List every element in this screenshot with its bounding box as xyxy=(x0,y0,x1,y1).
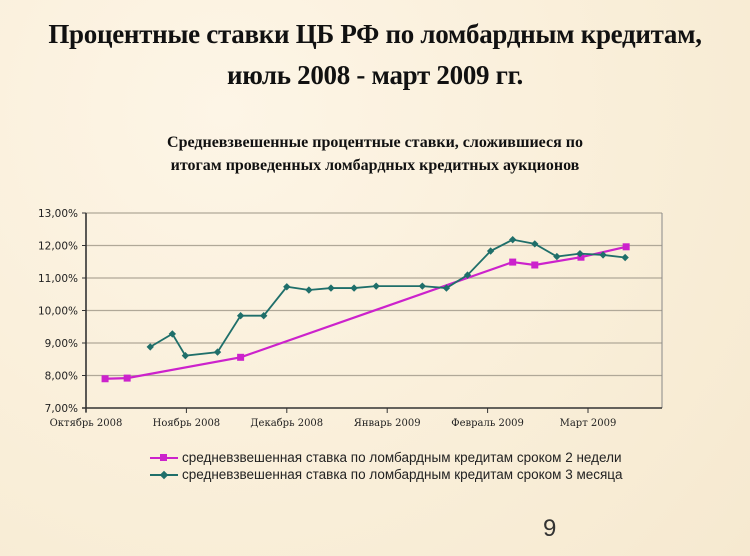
chart-title-line1: Средневзвешенные процентные ставки, слож… xyxy=(167,134,583,151)
data-point-diamond xyxy=(442,284,451,292)
y-tick-label: 7,00% xyxy=(45,403,78,415)
data-point-square xyxy=(101,375,109,383)
x-tick-label: Январь 2009 xyxy=(354,418,421,429)
legend-label-2-weeks: средневзвешенная ставка по ломбардным кр… xyxy=(182,450,622,465)
magenta-square-line-icon xyxy=(150,453,178,463)
legend-item-3-months: средневзвешенная ставка по ломбардным кр… xyxy=(150,466,623,483)
data-point-diamond xyxy=(372,282,380,290)
data-point-diamond xyxy=(531,240,539,248)
data-point-square xyxy=(509,258,517,266)
data-point-diamond xyxy=(283,283,291,291)
data-point-diamond xyxy=(621,253,629,262)
data-point-diamond xyxy=(463,271,472,279)
slide-title-line1: Процентные ставки ЦБ РФ по ломбардным кр… xyxy=(48,19,702,49)
x-axis-tick-labels: Октябрь 2008 Ноябрь 2008 Декабрь 2008 Январ… xyxy=(50,418,617,429)
chart-title: Средневзвешенные процентные ставки, слож… xyxy=(0,131,750,177)
x-tick-label: Декабрь 2008 xyxy=(250,418,323,429)
data-point-square xyxy=(577,253,585,261)
teal-diamond-line-icon xyxy=(150,470,178,480)
y-tick-label: 12,00% xyxy=(38,241,78,253)
y-tick-label: 10,00% xyxy=(38,306,78,318)
data-point-diamond xyxy=(146,343,154,351)
data-point-square xyxy=(531,261,539,269)
chart-series xyxy=(101,235,630,383)
chart-legend: средневзвешенная ставка по ломбардным кр… xyxy=(150,449,623,483)
slide-title-line2: июль 2008 - март 2009 гг. xyxy=(226,60,524,90)
data-point-diamond xyxy=(553,252,561,261)
data-point-square xyxy=(622,243,630,251)
data-point-diamond xyxy=(418,282,427,290)
x-tick-label: Октябрь 2008 xyxy=(50,418,123,429)
x-tick-label: Март 2009 xyxy=(560,418,617,429)
y-axis-tick-labels: 7,00% 8,00% 9,00% 10,00% 11,00% 12,00% 13,00% xyxy=(38,208,78,415)
data-point-square xyxy=(237,353,245,361)
data-point-diamond xyxy=(305,286,313,294)
data-point-diamond xyxy=(599,251,607,259)
data-point-diamond xyxy=(213,348,222,356)
series-line-2-weeks xyxy=(105,245,627,380)
data-point-diamond xyxy=(509,235,517,244)
data-point-diamond xyxy=(236,312,245,320)
data-point-diamond xyxy=(168,330,177,338)
data-point-diamond xyxy=(350,284,358,292)
x-tick-label: Ноябрь 2008 xyxy=(153,418,221,429)
page-number: 9 xyxy=(543,515,557,542)
chart-axes xyxy=(82,212,663,413)
chart-title-line2: итогам проведенных ломбардных кредитных … xyxy=(170,157,580,174)
y-tick-label: 13,00% xyxy=(38,208,78,220)
data-point-diamond xyxy=(181,351,190,360)
slide-title: Процентные ставки ЦБ РФ по ломбардным кр… xyxy=(0,14,750,96)
legend-label-3-months: средневзвешенная ставка по ломбардным кр… xyxy=(182,467,623,482)
x-tick-label: Февраль 2009 xyxy=(451,418,524,429)
data-point-diamond xyxy=(260,312,268,320)
data-point-diamond xyxy=(576,249,584,258)
y-tick-label: 8,00% xyxy=(45,371,78,383)
data-point-diamond xyxy=(327,284,335,292)
y-tick-label: 11,00% xyxy=(38,273,78,285)
data-point-square xyxy=(123,374,131,382)
grid-lines xyxy=(86,212,662,377)
legend-item-2-weeks: средневзвешенная ставка по ломбардным кр… xyxy=(150,449,623,466)
y-tick-label: 9,00% xyxy=(45,338,78,350)
